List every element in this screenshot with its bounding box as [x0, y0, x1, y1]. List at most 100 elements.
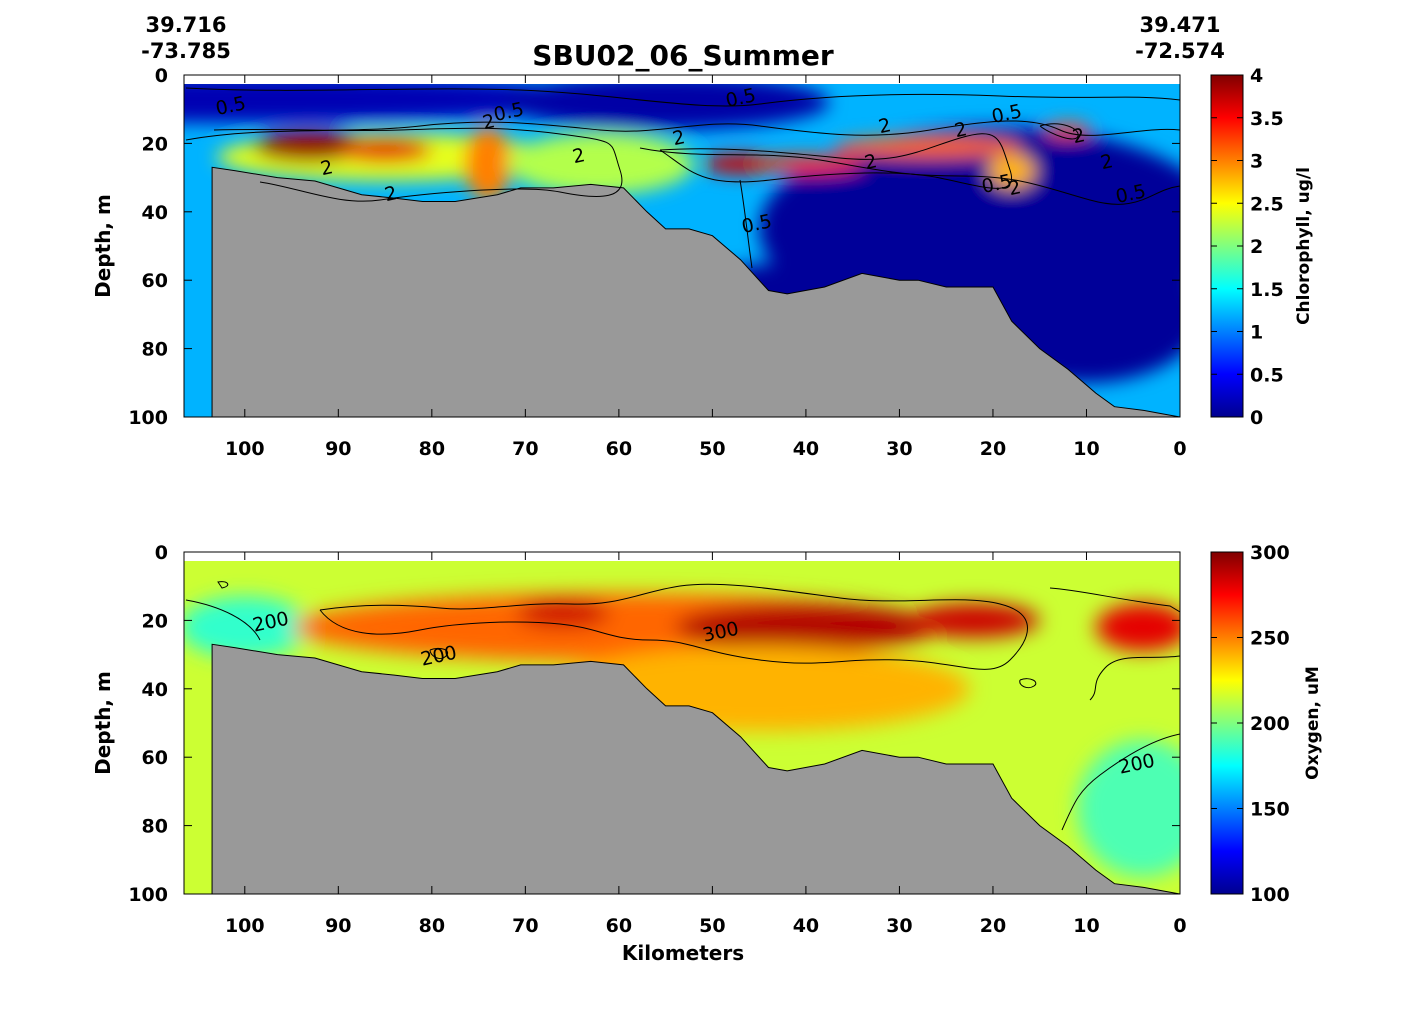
y-tick-label: 40 [142, 679, 168, 701]
colorbar-tick-label: 150 [1250, 799, 1290, 821]
plot-frame [183, 74, 1181, 418]
contour-line [319, 583, 1028, 670]
colorbar-tick-label: 100 [1250, 884, 1290, 906]
contour-label: 2 [863, 150, 879, 174]
x-tick-label: 30 [886, 438, 912, 460]
chlorophyll-contours [185, 87, 1180, 269]
contour-label: 2 [953, 118, 969, 142]
y-tick-label: 80 [142, 816, 168, 838]
colorbar-tick-label: 2.5 [1250, 193, 1284, 215]
right-latitude: 39.471 [1139, 13, 1220, 37]
x-tick-label: 40 [793, 915, 819, 937]
chart-title: SBU02_06_Summer [532, 39, 834, 72]
field-patch [1095, 603, 1180, 652]
colorbar-label: Chlorophyll, ug/l [1294, 167, 1314, 325]
surface-gap [184, 75, 1180, 84]
y-tick-label: 0 [155, 65, 168, 87]
plot-frame [183, 551, 1181, 895]
contour-label: 2 [383, 182, 399, 206]
contour-line [739, 179, 753, 269]
field-patch [1044, 122, 1092, 137]
colorbar-label: Oxygen, uM [1303, 666, 1323, 780]
field-patch [1077, 740, 1180, 877]
field-patch [464, 126, 512, 202]
x-tick-label: 90 [325, 915, 351, 937]
contour-line [185, 87, 1180, 107]
x-tick-label: 0 [1173, 438, 1186, 460]
colorbar-tick-label: 2 [1250, 236, 1263, 258]
y-tick-label: 80 [142, 339, 168, 361]
field-patch [184, 596, 311, 659]
colorbar-tick-label: 4 [1250, 65, 1263, 87]
y-tick-label: 20 [142, 133, 168, 155]
colorbar-tick-label: 3 [1250, 151, 1263, 173]
contour-line [213, 127, 623, 202]
y-tick-label: 100 [128, 884, 168, 906]
colorbar-tick-label: 1 [1250, 322, 1263, 344]
colorbar-tick-label: 0 [1250, 407, 1263, 429]
oxygen-field [184, 593, 1180, 877]
left-latitude: 39.716 [145, 13, 226, 37]
y-axis-label: Depth, m [91, 671, 115, 775]
y-tick-label: 100 [128, 407, 168, 429]
x-tick-label: 10 [1073, 915, 1099, 937]
colorbar-tick-label: 250 [1250, 628, 1290, 650]
colorbar-tick-label: 200 [1250, 713, 1290, 735]
contour-label: 2 [1007, 176, 1023, 200]
y-tick-label: 20 [142, 610, 168, 632]
field-patch [833, 136, 1022, 158]
chlorophyll-field [184, 75, 1180, 383]
colorbar-tick-label: 300 [1250, 542, 1290, 564]
contour-line [1061, 733, 1180, 831]
colorbar-tick-label: 0.5 [1250, 364, 1284, 386]
field-patch [254, 131, 367, 163]
field-patch [703, 153, 778, 175]
x-tick-label: 80 [419, 915, 445, 937]
contour-label: 2 [571, 144, 587, 168]
field-patch [506, 133, 694, 195]
x-tick-label: 70 [512, 915, 538, 937]
seafloor [211, 166, 1180, 417]
y-tick-label: 60 [142, 270, 168, 292]
left-longitude: -73.785 [141, 39, 231, 63]
contour-label: 2 [671, 126, 687, 150]
x-tick-label: 30 [886, 915, 912, 937]
x-tick-label: 0 [1173, 915, 1186, 937]
colorbar-tick-label: 3.5 [1250, 108, 1284, 130]
x-tick-label: 90 [325, 438, 351, 460]
y-tick-label: 60 [142, 747, 168, 769]
x-tick-label: 100 [225, 915, 265, 937]
field-patch [516, 599, 610, 628]
colorbar-ticks: 100 150 200 250 300 [1211, 542, 1290, 906]
contour-line [185, 599, 261, 641]
contour-line [1089, 655, 1180, 701]
contour-line [659, 133, 1013, 189]
colorbar-ticks: 0 0.5 1 1.5 2 2.5 3 3.5 4 [1211, 65, 1284, 429]
x-tick-label: 40 [793, 438, 819, 460]
x-tick-label: 100 [225, 438, 265, 460]
x-tick-label: 60 [606, 438, 632, 460]
x-axis-label: Kilometers [622, 941, 744, 965]
oxygen-contours [185, 581, 1180, 831]
field-patch [184, 75, 619, 123]
y-tick-label: 0 [155, 542, 168, 564]
field-patch [338, 138, 432, 163]
contour-line [429, 647, 448, 659]
y-tick-label: 40 [142, 202, 168, 224]
contour-label: 2 [1071, 124, 1087, 148]
field-patch [674, 603, 937, 652]
field-patch [749, 155, 863, 173]
contour-label: 2 [319, 156, 335, 180]
x-tick-label: 60 [606, 915, 632, 937]
y-axis-label: Depth, m [91, 194, 115, 298]
seafloor [211, 643, 1180, 894]
field-patch [908, 603, 1040, 638]
x-tick-label: 20 [980, 438, 1006, 460]
contour-label: 2 [1099, 150, 1115, 174]
x-tick-label: 20 [980, 915, 1006, 937]
x-tick-label: 50 [699, 438, 725, 460]
x-tick-label: 50 [699, 915, 725, 937]
